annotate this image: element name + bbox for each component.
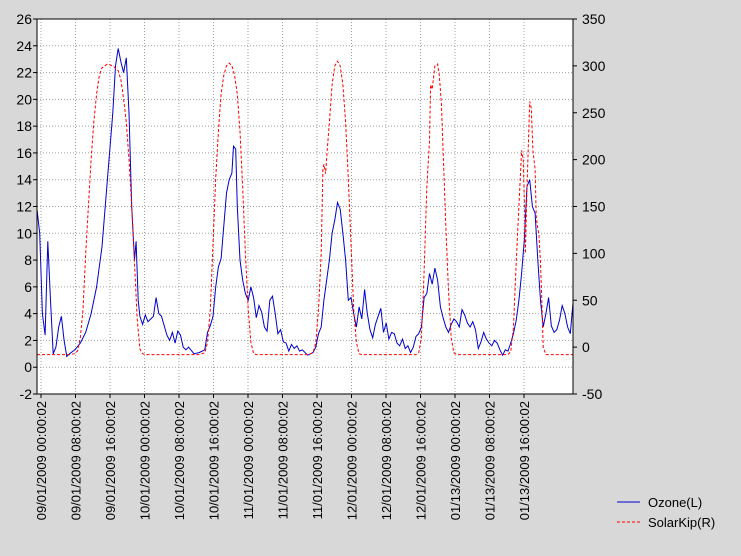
- left-tick-label: 22: [16, 65, 32, 81]
- x-tick-label: 10/01/2009 00:00:02: [138, 401, 153, 520]
- x-axis: 09/01/2009 00:00:02 09/01/2009 08:00:02 09…: [34, 394, 532, 520]
- x-tick-label: 12/01/2009 08:00:02: [379, 401, 394, 520]
- right-tick-label: 150: [582, 199, 606, 215]
- right-axis: -50 0 50 100 150 200 250 300 350: [573, 11, 606, 402]
- x-tick-label: 11/01/2009 08:00:02: [276, 401, 291, 519]
- legend-label: SolarKip(R): [648, 515, 715, 530]
- x-tick-label: 10/01/2009 08:00:02: [172, 401, 187, 520]
- legend: Ozone(L) SolarKip(R): [617, 495, 715, 530]
- left-tick-label: 18: [16, 118, 32, 134]
- left-tick-label: 6: [24, 279, 32, 295]
- left-tick-label: 0: [24, 359, 32, 375]
- x-tick-label: 01/13/2009 08:00:02: [483, 401, 498, 520]
- left-tick-label: 26: [16, 11, 32, 27]
- left-tick-label: 12: [16, 199, 32, 215]
- left-tick-label: 16: [16, 145, 32, 161]
- x-tick-label: 12/01/2009 00:00:02: [345, 401, 360, 520]
- left-tick-label: 8: [24, 252, 32, 268]
- x-tick-label: 09/01/2009 08:00:02: [69, 401, 84, 520]
- legend-label: Ozone(L): [648, 495, 702, 510]
- x-tick-label: 12/01/2009 16:00:02: [414, 401, 429, 520]
- x-tick-label: 10/01/2009 16:00:02: [207, 401, 222, 520]
- x-tick-label: 01/13/2009 16:00:02: [517, 401, 532, 520]
- left-tick-label: 2: [24, 332, 32, 348]
- right-tick-label: 100: [582, 245, 606, 261]
- x-tick-label: 11/01/2009 00:00:02: [241, 401, 256, 519]
- left-tick-label: 10: [16, 225, 32, 241]
- left-tick-label: 24: [16, 38, 32, 54]
- x-tick-label: 09/01/2009 00:00:02: [34, 401, 49, 520]
- series-line-solarkip: [37, 60, 573, 356]
- series-layer: [36, 48, 574, 358]
- left-tick-label: 20: [16, 91, 32, 107]
- right-tick-label: 50: [582, 292, 598, 308]
- x-tick-label: 09/01/2009 16:00:02: [103, 401, 118, 520]
- right-tick-label: -50: [582, 386, 602, 402]
- series-line-ozone: [36, 48, 574, 358]
- right-tick-label: 350: [582, 11, 606, 27]
- right-tick-label: 0: [582, 339, 590, 355]
- left-tick-label: -2: [20, 386, 33, 402]
- right-tick-label: 300: [582, 58, 606, 74]
- left-tick-label: 14: [16, 172, 32, 188]
- right-tick-label: 250: [582, 105, 606, 121]
- x-tick-label: 11/01/2009 16:00:02: [310, 401, 325, 519]
- right-tick-label: 200: [582, 152, 606, 168]
- x-tick-label: 01/13/2009 00:00:02: [448, 401, 463, 520]
- left-tick-label: 4: [24, 306, 32, 322]
